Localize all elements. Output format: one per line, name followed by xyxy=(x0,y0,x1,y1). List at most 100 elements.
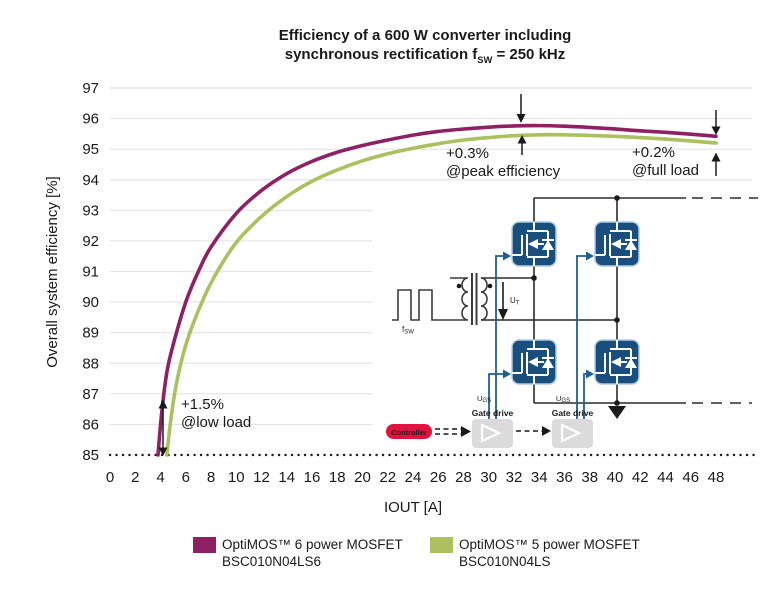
junction-dot xyxy=(614,317,620,323)
x-tick-label: 10 xyxy=(228,469,245,486)
gatedrive-link-arrowhead xyxy=(542,426,551,436)
ut-arrowhead xyxy=(498,309,508,320)
y-tick-label: 89 xyxy=(82,325,99,342)
y-tick-label: 87 xyxy=(82,386,99,403)
legend-swatch-optimos5 xyxy=(430,537,453,553)
gate-arrowheads xyxy=(503,251,594,379)
annotation-value: +0.3% xyxy=(446,145,489,162)
transformer-icon xyxy=(441,273,488,325)
efficiency-curves xyxy=(156,123,718,457)
gate-arrowhead xyxy=(586,251,594,261)
efficiency-curve-optimos-5 xyxy=(165,132,718,457)
legend-item-optimos6: OptiMOS™ 6 power MOSFET BSC010N04LS6 xyxy=(193,536,403,570)
annotation-full-load: +0.2% @full load xyxy=(632,144,699,179)
legend-part-number: BSC010N04LS xyxy=(459,554,551,569)
y-tick-label: 93 xyxy=(82,202,99,219)
polarity-dot-primary xyxy=(456,283,462,289)
x-tick-label: 28 xyxy=(455,469,472,486)
annotation-caption: @peak efficiency xyxy=(446,162,561,180)
chart-title-line2: synchronous rectification fSW = 250 kHz xyxy=(284,46,566,65)
gate-drive-label-2: Gate drive xyxy=(552,408,594,418)
bridge-wires xyxy=(481,197,686,404)
ugs-label-left: UGS xyxy=(477,394,491,404)
ugs-label-right: UGS xyxy=(556,394,570,404)
peak-up-arrowhead xyxy=(517,135,527,144)
legend-text-optimos5: OptiMOS™ 5 power MOSFET BSC010N04LS xyxy=(459,536,640,570)
circuit-inset-diagram: fSW UT xyxy=(386,195,758,448)
x-tick-label: 18 xyxy=(329,469,346,486)
x-tick-label: 2 xyxy=(131,469,139,486)
chart-title: Efficiency of a 600 W converter includin… xyxy=(75,26,774,70)
output-down-arrow xyxy=(608,406,626,419)
x-tick-label: 42 xyxy=(632,469,649,486)
gate-signal-lines xyxy=(488,255,587,419)
fullload-down-arrowhead xyxy=(711,126,721,135)
annotation-caption: @low load xyxy=(181,413,252,431)
y-tick-label: 92 xyxy=(82,233,99,250)
annotation-arrows xyxy=(158,94,721,456)
x-tick-label: 16 xyxy=(304,469,321,486)
y-tick-label: 90 xyxy=(82,294,99,311)
x-axis-title: IOUT [A] xyxy=(383,499,443,516)
y-tick-label: 85 xyxy=(82,447,99,464)
y-axis-title: Overall system efficiency [%] xyxy=(44,176,61,368)
x-tick-label: 22 xyxy=(379,469,396,486)
x-tick-label: 0 xyxy=(106,469,114,486)
mosfet-icon-bottom-right xyxy=(594,339,640,385)
y-tick-label: 86 xyxy=(82,416,99,433)
x-tick-label: 32 xyxy=(506,469,523,486)
x-tick-label: 24 xyxy=(405,469,422,486)
legend-series-name: OptiMOS™ 6 power MOSFET xyxy=(222,537,403,552)
gate-arrowhead xyxy=(503,251,511,261)
lowload-arrowhead-bottom xyxy=(158,447,168,456)
junction-dot xyxy=(614,400,620,406)
gate-drive-block-1 xyxy=(472,419,513,448)
transformer-core xyxy=(471,273,478,325)
x-tick-label: 44 xyxy=(657,469,674,486)
x-tick-label: 30 xyxy=(480,469,497,486)
x-tick-label: 8 xyxy=(207,469,215,486)
controller-bus-dashes xyxy=(435,428,461,435)
gate-arrowhead xyxy=(586,369,594,379)
legend-item-optimos5: OptiMOS™ 5 power MOSFET BSC010N04LS xyxy=(430,536,640,570)
x-tick-label: 14 xyxy=(278,469,295,486)
mosfet-icon-bottom-left xyxy=(511,339,557,385)
controller-label: Controller xyxy=(391,428,427,437)
ut-label: UT xyxy=(510,296,520,307)
gate-drive-block-2 xyxy=(552,419,593,448)
annotation-low-load: +1.5% @low load xyxy=(181,396,251,431)
rail-dashed-continuation xyxy=(692,197,758,404)
x-tick-label: 48 xyxy=(708,469,725,486)
gate-arrowhead xyxy=(503,369,511,379)
square-wave-icon xyxy=(392,289,441,321)
y-tick-label: 88 xyxy=(82,355,99,372)
polarity-dot-secondary xyxy=(487,283,493,289)
fullload-up-arrowhead xyxy=(711,152,721,162)
x-tick-label: 46 xyxy=(682,469,699,486)
y-tick-label: 96 xyxy=(82,111,99,128)
junction-dot xyxy=(531,275,537,281)
peak-down-arrowhead xyxy=(516,114,526,123)
annotation-value: +0.2% xyxy=(632,144,675,161)
controller-badge xyxy=(386,424,432,439)
buffer-triangle-icon xyxy=(560,423,582,443)
gate-lines-path xyxy=(488,255,587,419)
fsw-label: fSW xyxy=(402,325,414,336)
x-tick-label: 38 xyxy=(581,469,598,486)
legend-swatch-optimos6 xyxy=(193,537,216,553)
y-tick-label: 94 xyxy=(82,172,99,189)
mosfet-icon-top-right xyxy=(594,221,640,267)
x-tick-label: 6 xyxy=(182,469,190,486)
annotation-value: +1.5% xyxy=(181,396,224,413)
chart-title-line1: Efficiency of a 600 W converter includin… xyxy=(278,27,572,44)
y-tick-label: 91 xyxy=(82,264,99,281)
controller-bus-arrowhead xyxy=(461,426,471,437)
lowload-arrowhead-top xyxy=(158,399,168,409)
gate-drive-label-1: Gate drive xyxy=(472,408,514,418)
annotation-caption: @full load xyxy=(632,161,699,179)
circuit-wires xyxy=(481,197,758,404)
legend-series-name: OptiMOS™ 5 power MOSFET xyxy=(459,537,640,552)
